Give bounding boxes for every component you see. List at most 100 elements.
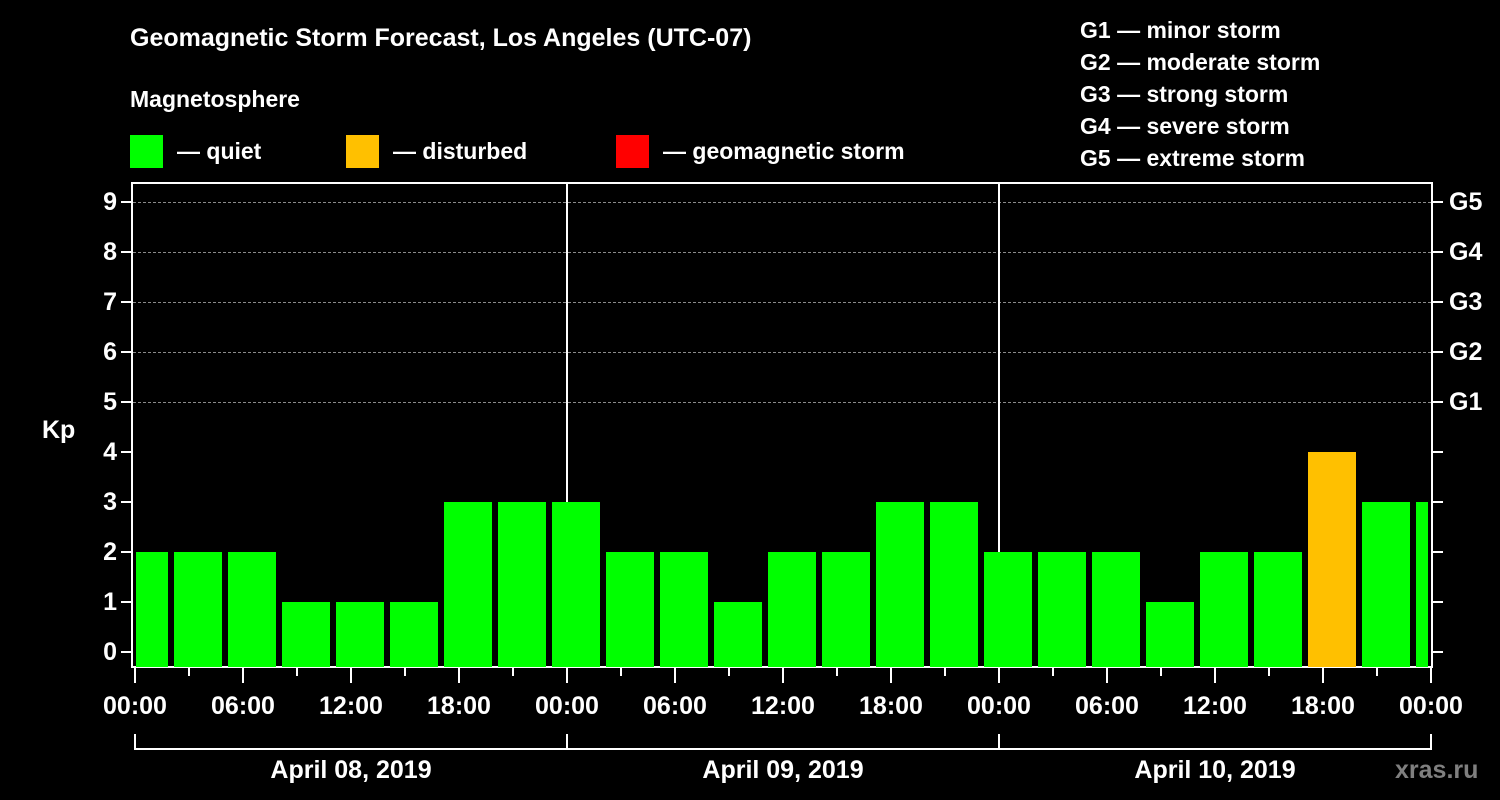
kp-bar: [282, 602, 330, 667]
y-tick: [121, 351, 131, 353]
date-bracket-tick: [1430, 734, 1432, 749]
legend-storm-label: — geomagnetic storm: [663, 137, 905, 164]
y-tick-label: 4: [103, 438, 117, 466]
kp-bar: [984, 552, 1032, 667]
x-minor-tick: [836, 668, 838, 676]
x-minor-tick: [296, 668, 298, 676]
x-major-tick: [1430, 668, 1432, 683]
y-tick: [121, 651, 131, 653]
date-bracket-tick: [566, 734, 568, 749]
storm-level-legend: G1 — minor storm G2 — moderate storm G3 …: [1080, 14, 1320, 174]
day-divider: [566, 182, 568, 668]
y-tick: [121, 601, 131, 603]
legend-storm: — geomagnetic storm: [616, 134, 905, 168]
x-minor-tick: [404, 668, 406, 676]
y-tick-label: 8: [103, 238, 117, 266]
y-tick-label: 0: [103, 638, 117, 666]
y-axis-label: Kp: [42, 416, 76, 444]
date-label: April 09, 2019: [702, 756, 864, 784]
kp-bar: [552, 502, 600, 667]
quiet-swatch-icon: [130, 134, 163, 168]
x-minor-tick: [512, 668, 514, 676]
g4-description: G4 — severe storm: [1080, 113, 1290, 139]
right-y-tick: [1433, 301, 1443, 303]
day-divider: [998, 182, 1000, 668]
kp-bar: [136, 552, 168, 667]
kp-bar: [822, 552, 870, 667]
g-level-label: G1: [1449, 388, 1483, 416]
x-minor-tick: [620, 668, 622, 676]
right-y-tick: [1433, 551, 1443, 553]
legend-heading: Magnetosphere: [130, 86, 300, 112]
x-tick-label: 00:00: [1399, 692, 1463, 720]
x-minor-tick: [1052, 668, 1054, 676]
g-level-label: G2: [1449, 338, 1483, 366]
x-minor-tick: [728, 668, 730, 676]
y-tick: [121, 301, 131, 303]
x-tick-label: 06:00: [211, 692, 275, 720]
kp-bar: [1200, 552, 1248, 667]
right-y-tick: [1433, 201, 1443, 203]
y-tick-label: 1: [103, 588, 117, 616]
y-tick-label: 3: [103, 488, 117, 516]
g3-description: G3 — strong storm: [1080, 81, 1289, 107]
x-tick-label: 00:00: [967, 692, 1031, 720]
x-major-tick: [998, 668, 1000, 683]
kp-bar: [1254, 552, 1302, 667]
x-major-tick: [458, 668, 460, 683]
g2-description: G2 — moderate storm: [1080, 49, 1321, 75]
x-major-tick: [566, 668, 568, 683]
gridline: [133, 352, 1431, 353]
right-y-tick: [1433, 451, 1443, 453]
kp-bar: [498, 502, 546, 667]
right-y-tick: [1433, 251, 1443, 253]
right-y-tick: [1433, 601, 1443, 603]
plot-area: [131, 182, 1433, 668]
x-major-tick: [890, 668, 892, 683]
x-minor-tick: [944, 668, 946, 676]
kp-bar: [714, 602, 762, 667]
y-tick: [121, 451, 131, 453]
y-tick: [121, 501, 131, 503]
x-tick-label: 00:00: [535, 692, 599, 720]
g1-description: G1 — minor storm: [1080, 17, 1281, 43]
y-tick-label: 9: [103, 188, 117, 216]
right-y-tick: [1433, 501, 1443, 503]
chart-title: Geomagnetic Storm Forecast, Los Angeles …: [130, 24, 752, 52]
x-major-tick: [674, 668, 676, 683]
gridline: [133, 302, 1431, 303]
x-tick-label: 06:00: [1075, 692, 1139, 720]
g5-description: G5 — extreme storm: [1080, 145, 1305, 171]
y-tick-label: 2: [103, 538, 117, 566]
right-y-tick: [1433, 351, 1443, 353]
kp-bar: [336, 602, 384, 667]
date-label: April 08, 2019: [270, 756, 432, 784]
kp-bar: [228, 552, 276, 667]
x-major-tick: [782, 668, 784, 683]
kp-bar: [1416, 502, 1428, 667]
y-tick: [121, 551, 131, 553]
kp-bar: [390, 602, 438, 667]
x-minor-tick: [188, 668, 190, 676]
g-level-label: G3: [1449, 288, 1483, 316]
y-tick-label: 7: [103, 288, 117, 316]
x-minor-tick: [1268, 668, 1270, 676]
kp-bar: [174, 552, 222, 667]
legend-quiet: — quiet: [130, 134, 261, 168]
x-major-tick: [1214, 668, 1216, 683]
kp-bar: [768, 552, 816, 667]
legend-disturbed: — disturbed: [346, 134, 527, 168]
x-minor-tick: [1160, 668, 1162, 676]
x-tick-label: 18:00: [859, 692, 923, 720]
x-major-tick: [242, 668, 244, 683]
x-tick-label: 18:00: [1291, 692, 1355, 720]
kp-bar: [1362, 502, 1410, 667]
x-tick-label: 12:00: [751, 692, 815, 720]
watermark: xras.ru: [1395, 756, 1479, 784]
y-tick-label: 5: [103, 388, 117, 416]
kp-bar: [930, 502, 978, 667]
x-major-tick: [1106, 668, 1108, 683]
y-tick: [121, 401, 131, 403]
kp-bar: [1038, 552, 1086, 667]
g-level-label: G5: [1449, 188, 1483, 216]
